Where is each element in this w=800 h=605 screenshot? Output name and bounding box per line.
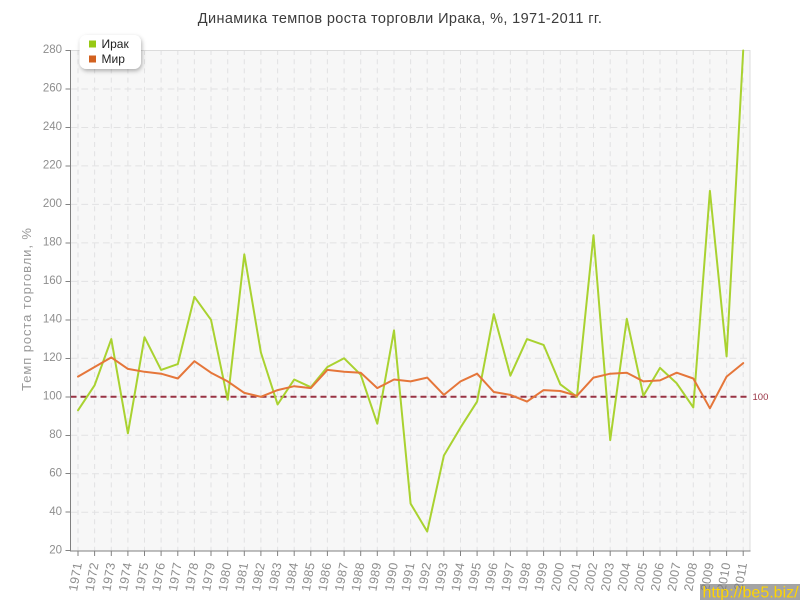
svg-text:1995: 1995 xyxy=(465,561,484,592)
svg-text:1983: 1983 xyxy=(266,561,285,592)
svg-text:1996: 1996 xyxy=(482,561,501,592)
svg-text:1986: 1986 xyxy=(316,561,335,592)
svg-text:1999: 1999 xyxy=(532,561,551,592)
svg-text:2001: 2001 xyxy=(565,561,584,592)
svg-text:2011: 2011 xyxy=(731,561,750,591)
svg-text:40: 40 xyxy=(49,506,62,518)
svg-text:1978: 1978 xyxy=(183,561,202,592)
svg-text:1998: 1998 xyxy=(515,561,534,592)
svg-text:80: 80 xyxy=(49,429,62,441)
svg-text:Ирак: Ирак xyxy=(102,37,130,51)
svg-text:Мир: Мир xyxy=(102,52,126,66)
svg-text:140: 140 xyxy=(43,314,62,326)
svg-text:2008: 2008 xyxy=(681,561,700,592)
svg-text:Динамика темпов роста торговли: Динамика темпов роста торговли Ирака, %,… xyxy=(198,11,602,27)
svg-text:100: 100 xyxy=(753,392,769,403)
svg-text:1988: 1988 xyxy=(349,561,368,592)
svg-text:1990: 1990 xyxy=(382,561,401,592)
svg-text:200: 200 xyxy=(43,198,62,210)
svg-text:1980: 1980 xyxy=(216,561,235,592)
svg-text:220: 220 xyxy=(43,160,62,172)
svg-text:1974: 1974 xyxy=(116,561,135,592)
svg-text:120: 120 xyxy=(43,352,62,364)
svg-text:2007: 2007 xyxy=(665,561,684,592)
svg-text:1975: 1975 xyxy=(133,561,152,592)
svg-text:1985: 1985 xyxy=(299,561,318,592)
svg-text:1991: 1991 xyxy=(399,561,418,592)
svg-text:1989: 1989 xyxy=(365,561,384,592)
svg-text:20: 20 xyxy=(49,544,62,556)
svg-text:2002: 2002 xyxy=(582,561,601,592)
svg-text:1994: 1994 xyxy=(449,561,468,592)
svg-text:160: 160 xyxy=(43,275,62,287)
svg-text:1979: 1979 xyxy=(199,561,218,592)
svg-text:60: 60 xyxy=(49,467,62,479)
svg-text:1984: 1984 xyxy=(282,561,301,592)
svg-text:1992: 1992 xyxy=(415,561,434,592)
svg-text:1987: 1987 xyxy=(332,561,351,592)
svg-text:2006: 2006 xyxy=(648,561,667,592)
svg-text:http://be5.biz/: http://be5.biz/ xyxy=(703,585,800,601)
svg-text:1973: 1973 xyxy=(99,561,118,592)
svg-text:1982: 1982 xyxy=(249,561,268,592)
svg-text:2000: 2000 xyxy=(548,561,567,592)
svg-text:1981: 1981 xyxy=(232,561,251,592)
svg-text:1993: 1993 xyxy=(432,561,451,592)
svg-text:280: 280 xyxy=(43,44,62,56)
svg-text:1976: 1976 xyxy=(149,561,168,592)
svg-text:180: 180 xyxy=(43,237,62,249)
svg-text:2003: 2003 xyxy=(598,561,617,592)
svg-text:1972: 1972 xyxy=(83,561,102,592)
svg-text:2005: 2005 xyxy=(632,561,651,592)
svg-text:260: 260 xyxy=(43,83,62,95)
svg-text:1977: 1977 xyxy=(166,561,185,592)
svg-text:Темп роста торговли, %: Темп роста торговли, % xyxy=(19,227,34,391)
svg-text:240: 240 xyxy=(43,121,62,133)
svg-text:100: 100 xyxy=(43,391,62,403)
svg-text:1997: 1997 xyxy=(499,561,518,592)
svg-text:1971: 1971 xyxy=(66,561,85,592)
svg-text:2004: 2004 xyxy=(615,561,634,592)
